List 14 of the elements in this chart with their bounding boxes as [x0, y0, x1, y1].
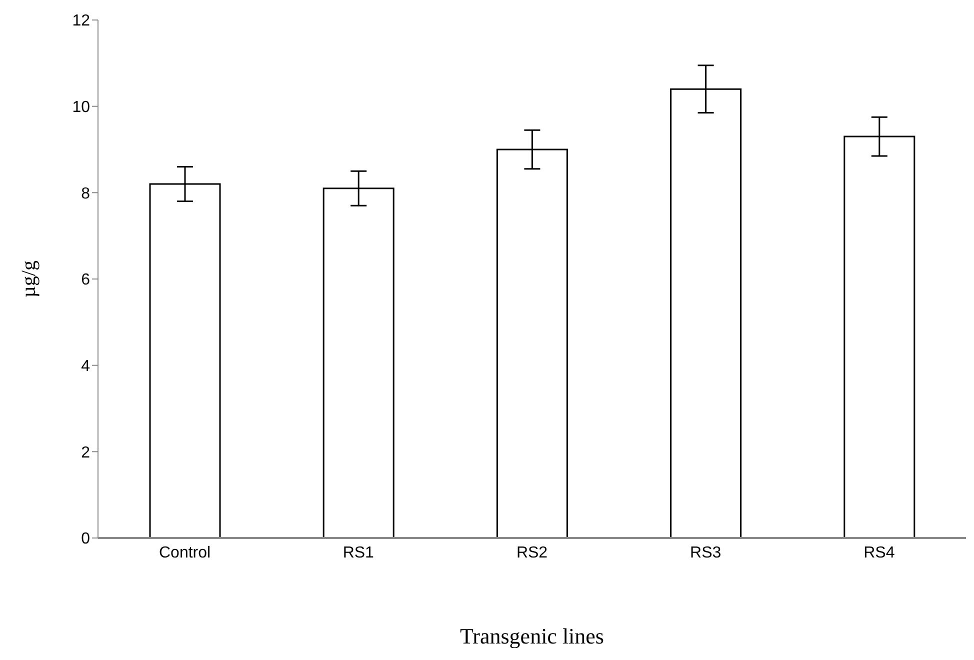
x-tick-label: RS1	[342, 544, 374, 562]
y-tick-label: 2	[81, 444, 90, 462]
x-axis-title: Transgenic lines	[460, 624, 604, 649]
x-tick-label: RS4	[864, 544, 895, 562]
y-axis-title: µg/g	[18, 260, 40, 298]
x-tick-label: RS2	[516, 544, 548, 562]
y-tick-label: 10	[72, 99, 90, 116]
y-tick-label: 4	[81, 358, 90, 376]
y-tick-label: 0	[81, 530, 90, 548]
y-tick-label: 6	[81, 272, 90, 289]
x-tick-label: Control	[159, 544, 211, 562]
y-tick-label: 8	[81, 185, 90, 202]
y-tick-label: 12	[72, 12, 90, 30]
x-tick-label: RS3	[690, 544, 722, 562]
